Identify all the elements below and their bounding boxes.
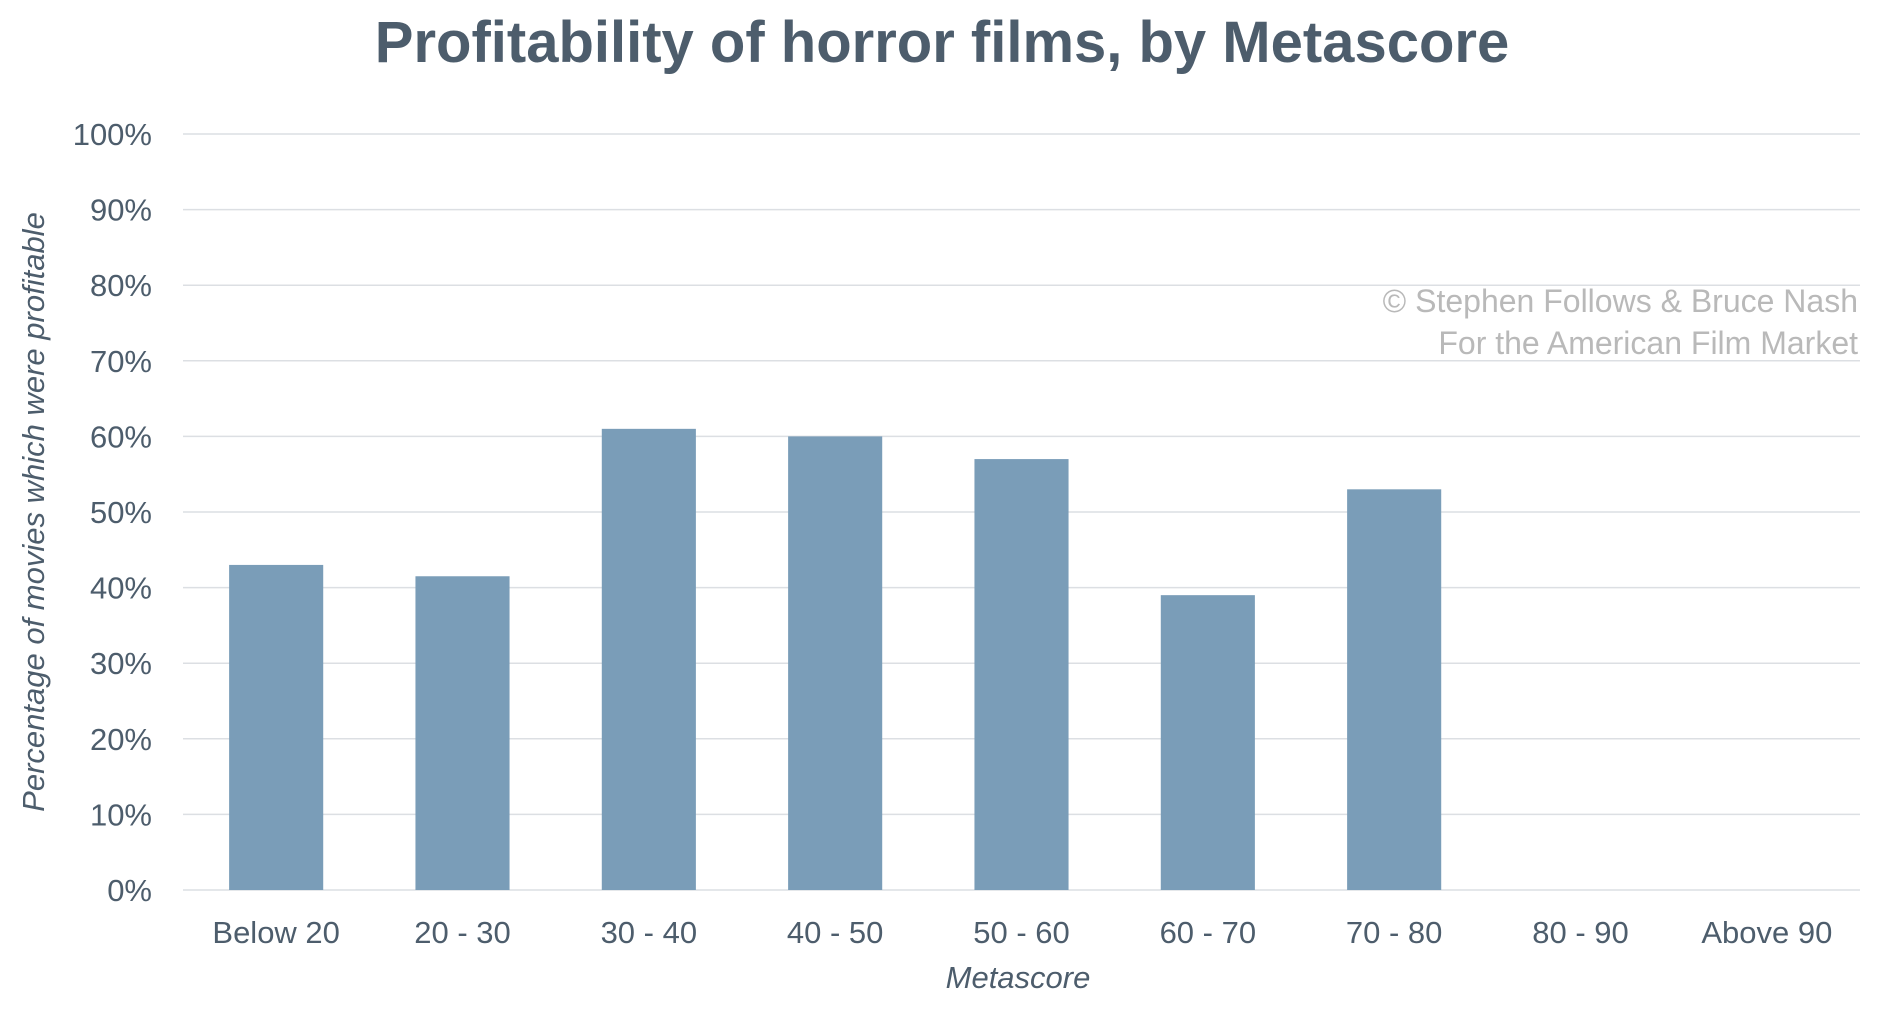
x-tick-label: 50 - 60 [973,915,1070,950]
y-tick-label: 70% [90,344,152,379]
y-tick-label: 30% [90,646,152,681]
bar [788,436,883,890]
x-tick-label: 60 - 70 [1160,915,1257,950]
bar [1160,595,1255,890]
bar [974,459,1069,890]
chart-title: Profitability of horror films, by Metasc… [375,10,1509,75]
x-tick-label: Below 20 [212,915,340,950]
y-tick-label: 10% [90,797,152,832]
y-tick-label: 40% [90,571,152,606]
x-tick-label: Above 90 [1701,915,1832,950]
x-tick-label: 80 - 90 [1532,915,1629,950]
bars [229,428,1442,890]
x-tick-label: 30 - 40 [601,915,698,950]
x-axis-label: Metascore [946,960,1091,995]
y-axis-label: Percentage of movies which were profitab… [16,212,51,812]
y-tick-label: 20% [90,722,152,757]
y-axis-ticks: 0% 10% 20% 30% 40% 50% 60% 70% 80% 90% 100% [73,117,152,908]
bar [415,576,510,890]
x-tick-label: 20 - 30 [414,915,511,950]
watermark-line-1: © Stephen Follows & Bruce Nash [1383,283,1858,319]
bar [1347,489,1442,890]
y-tick-label: 60% [90,419,152,454]
y-tick-label: 90% [90,193,152,228]
x-axis-ticks: Below 20 20 - 30 30 - 40 40 - 50 50 - 60 60 -… [212,915,1832,950]
bar [229,564,324,890]
y-tick-label: 80% [90,268,152,303]
bar [601,428,696,890]
watermark-line-2: For the American Film Market [1438,325,1858,361]
y-tick-label: 100% [73,117,152,152]
x-tick-label: 70 - 80 [1346,915,1443,950]
y-tick-label: 50% [90,495,152,530]
y-tick-label: 0% [107,873,152,908]
x-tick-label: 40 - 50 [787,915,884,950]
